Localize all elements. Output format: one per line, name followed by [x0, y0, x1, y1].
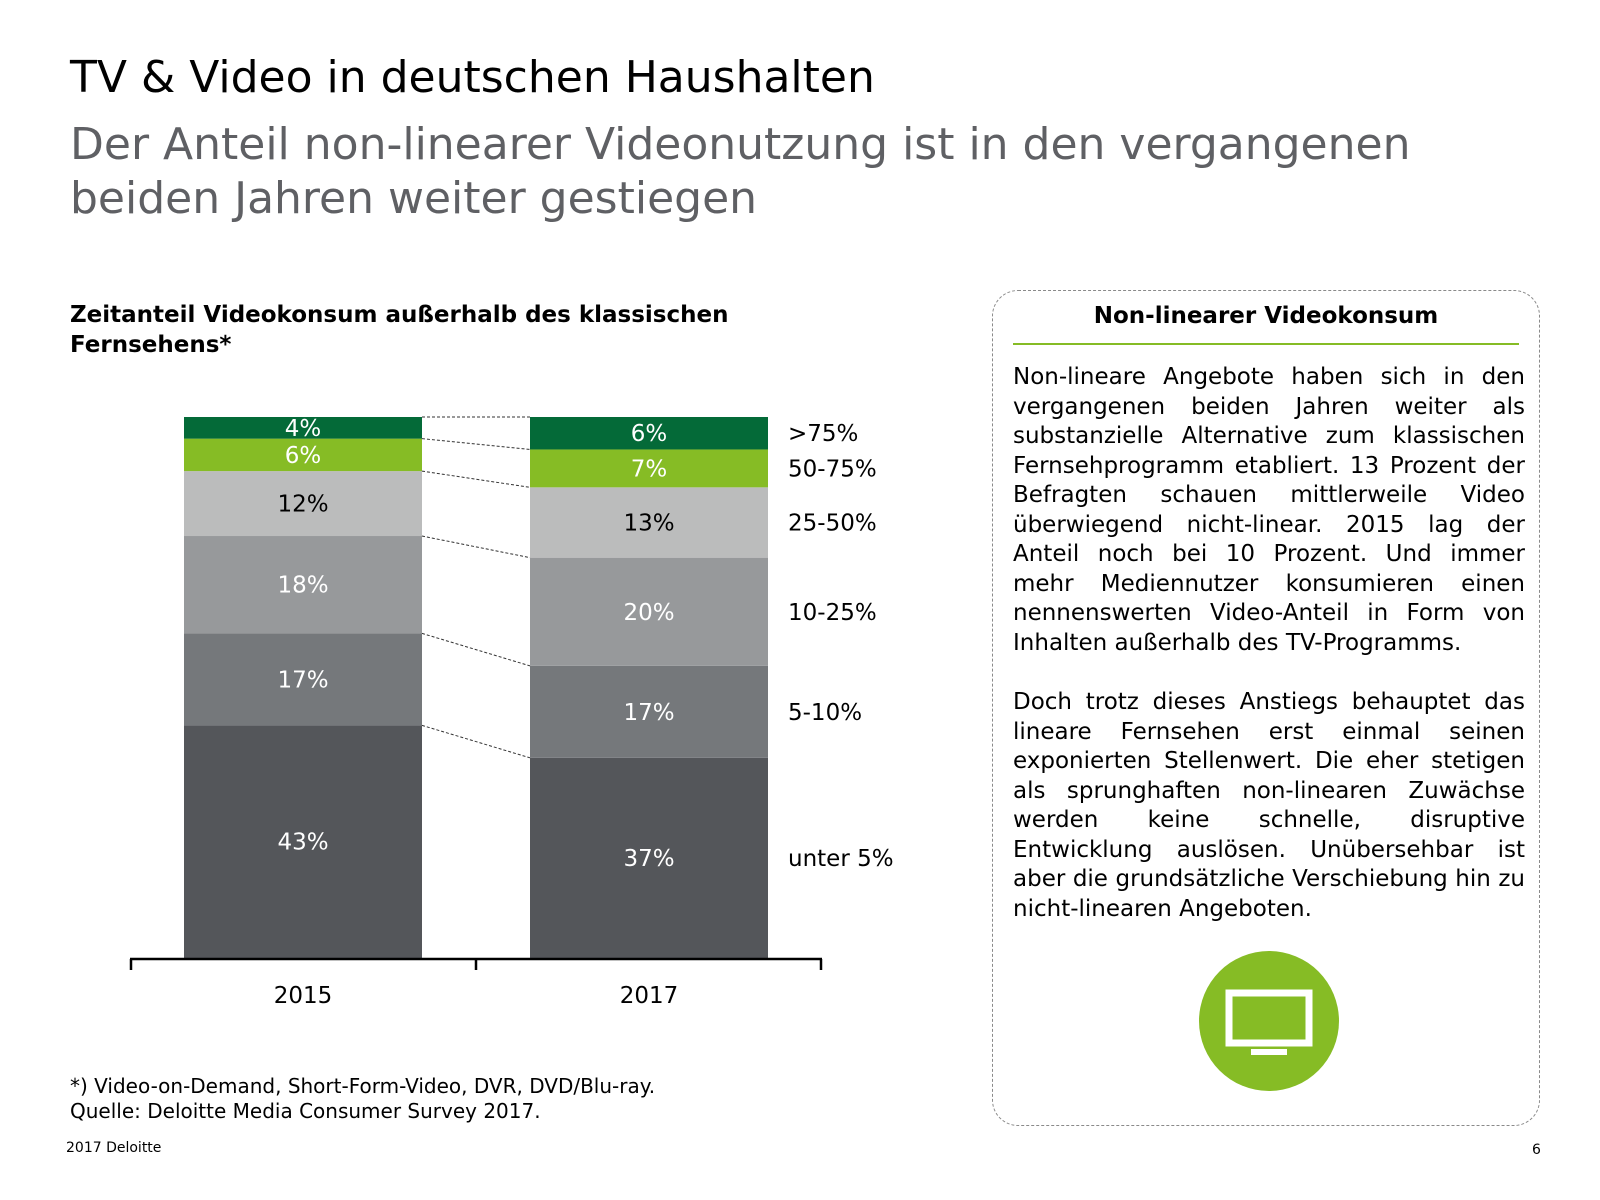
page-subtitle: Der Anteil non-linearer Videonutzung ist…: [70, 119, 1411, 224]
info-box-paragraph-1: Non-lineare Angebote haben sich in den v…: [1013, 364, 1525, 656]
data-label: 17%: [623, 700, 674, 726]
x-tick-label: 2015: [274, 983, 333, 1009]
data-label: 37%: [623, 846, 674, 872]
connector-line: [421, 470, 531, 488]
stacked-bar-chart: 43%17%18%12%6%4%201537%17%20%13%7%6%2017…: [129, 416, 894, 1009]
info-box: Non-linearer Videokonsum Non-lineare Ang…: [992, 290, 1540, 1126]
x-tick-label: 2017: [620, 983, 679, 1009]
legend-label: unter 5%: [788, 846, 894, 872]
data-label: 43%: [277, 830, 328, 856]
bar-segment: [184, 417, 422, 439]
data-label: 7%: [631, 456, 668, 482]
page-number: 6: [1532, 1142, 1541, 1158]
footer-copyright: 2017 Deloitte: [66, 1140, 162, 1156]
data-label: 4%: [285, 416, 322, 442]
bar-segment: [530, 665, 768, 758]
footnote-definition: *) Video-on-Demand, Short-Form-Video, DV…: [70, 1074, 656, 1098]
bar-segment: [184, 725, 422, 958]
connector-line: [421, 724, 531, 759]
data-label: 6%: [631, 421, 668, 447]
bar-segment: [530, 449, 768, 488]
footnote-source: Quelle: Deloitte Media Consumer Survey 2…: [70, 1099, 541, 1123]
data-label: 18%: [277, 573, 328, 599]
tv-icon: [1199, 951, 1339, 1091]
connector-line: [421, 632, 531, 667]
legend-label: >75%: [788, 421, 858, 447]
footnote: *) Video-on-Demand, Short-Form-Video, DV…: [70, 1074, 655, 1124]
bar-segment: [184, 438, 422, 472]
data-label: 12%: [277, 492, 328, 518]
data-label: 20%: [623, 600, 674, 626]
bar-segment: [530, 557, 768, 666]
connector-line: [421, 438, 531, 450]
bar-segment: [184, 471, 422, 537]
info-box-heading: Non-linearer Videokonsum: [1013, 303, 1519, 345]
legend-label: 25-50%: [788, 510, 877, 536]
info-box-paragraph-2: Doch trotz dieses Anstiegs behauptet das…: [1013, 689, 1525, 922]
bar-segment: [530, 757, 768, 958]
bar-segment: [530, 487, 768, 558]
legend-label: 5-10%: [788, 700, 862, 726]
bar-segment: [184, 633, 422, 726]
data-label: 13%: [623, 510, 674, 536]
legend-label: 50-75%: [788, 456, 877, 482]
connector-line: [421, 535, 531, 559]
bar-segment: [184, 536, 422, 634]
bar-segment: [530, 417, 768, 450]
legend-label: 10-25%: [788, 600, 877, 626]
data-label: 6%: [285, 443, 322, 469]
chart-title: Zeitanteil Videokonsum außerhalb des kla…: [70, 302, 729, 358]
info-box-body: Non-lineare Angebote haben sich in den v…: [1013, 363, 1525, 954]
page-title: TV & Video in deutschen Haushalten: [70, 52, 875, 103]
data-label: 17%: [277, 667, 328, 693]
